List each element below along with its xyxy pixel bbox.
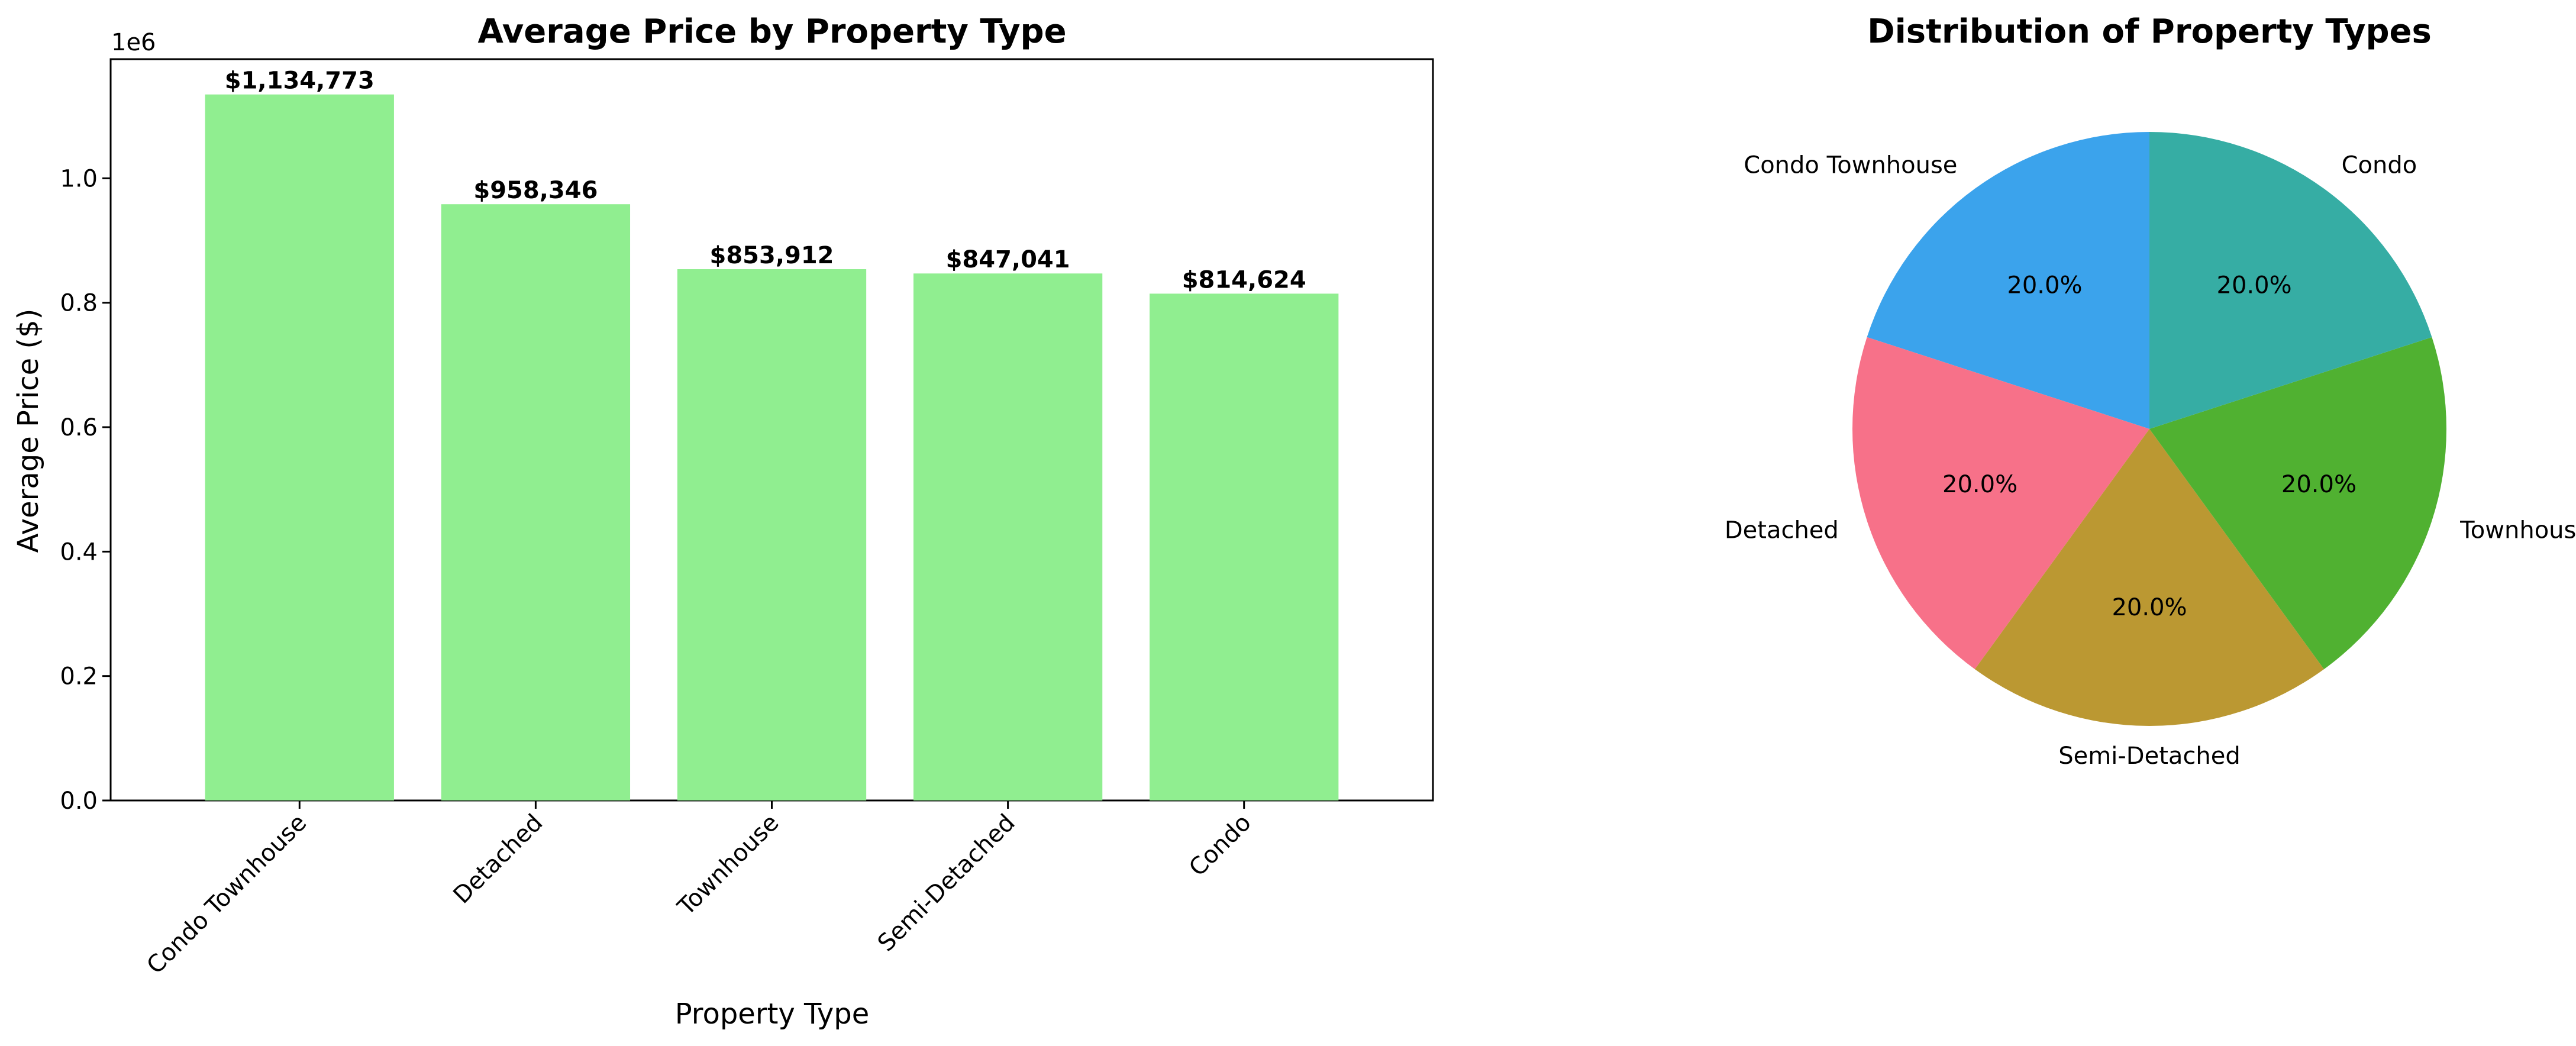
bar-value-label: $847,041 — [946, 246, 1070, 273]
pie-pct-label: 20.0% — [2112, 594, 2187, 621]
y-tick-label: 1.0 — [60, 165, 98, 192]
pie-labels: 20.0% Condo Townhouse 20.0% Detached 20.0% Se… — [1725, 151, 2576, 770]
pie-chart: Distribution of Property Types 20.0% Cond… — [1725, 12, 2576, 770]
pie-category-label: Condo — [2342, 151, 2417, 179]
x-tick-label: Townhouse — [672, 809, 784, 921]
pie-category-label: Semi-Detached — [2058, 742, 2240, 770]
x-tick-label: Semi-Detached — [873, 809, 1021, 957]
bars — [205, 94, 1339, 801]
bar-semi-detached — [913, 273, 1103, 800]
pie-category-label: Townhouse — [2459, 517, 2576, 544]
pie-slice-townhouse — [2149, 337, 2446, 670]
bar-value-label: $958,346 — [473, 177, 598, 204]
bar-chart: Average Price by Property Type 1e6 $1,13… — [12, 12, 1434, 1031]
pie-chart-title: Distribution of Property Types — [1867, 12, 2432, 51]
bar-condo — [1150, 293, 1339, 801]
pie-slices — [1852, 132, 2446, 727]
y-tick-label: 0.0 — [60, 787, 98, 815]
y-tick-label: 0.8 — [60, 290, 98, 317]
y-axis-label: Average Price ($) — [12, 309, 45, 553]
bar-value-labels: $1,134,773 $958,346 $853,912 $847,041 $814,6… — [225, 67, 1306, 294]
bar-value-label: $1,134,773 — [225, 67, 375, 95]
pie-pct-label: 20.0% — [1942, 471, 2017, 498]
bar-value-label: $814,624 — [1182, 266, 1306, 293]
pie-category-label: Detached — [1725, 517, 1839, 544]
pie-category-label: Condo Townhouse — [1744, 151, 1957, 179]
y-tick-label: 0.6 — [60, 414, 98, 441]
bar-chart-title: Average Price by Property Type — [477, 12, 1066, 51]
pie-slice-semi-detached — [1974, 429, 2325, 727]
x-axis-ticks: Condo Townhouse Detached Townhouse Semi-Det… — [141, 800, 1257, 980]
y-tick-label: 0.4 — [60, 538, 98, 566]
pie-pct-label: 20.0% — [2007, 272, 2082, 299]
pie-slice-condo-townhouse — [1867, 132, 2149, 429]
pie-pct-label: 20.0% — [2217, 272, 2292, 299]
y-offset-text: 1e6 — [111, 29, 156, 56]
x-tick-label: Condo — [1184, 809, 1257, 882]
y-axis-ticks: 0.0 0.2 0.4 0.6 0.8 1.0 — [60, 165, 111, 815]
bar-detached — [441, 204, 631, 800]
bar-condo-townhouse — [205, 94, 394, 801]
pie-slice-condo — [2149, 132, 2432, 429]
y-tick-label: 0.2 — [60, 663, 98, 690]
pie-pct-label: 20.0% — [2281, 471, 2357, 498]
x-axis-label: Property Type — [675, 997, 870, 1031]
bar-value-label: $853,912 — [709, 242, 834, 269]
x-tick-label: Condo Townhouse — [141, 809, 312, 980]
bar-townhouse — [677, 269, 867, 800]
x-tick-label: Detached — [448, 809, 548, 909]
pie-slice-detached — [1852, 337, 2149, 670]
